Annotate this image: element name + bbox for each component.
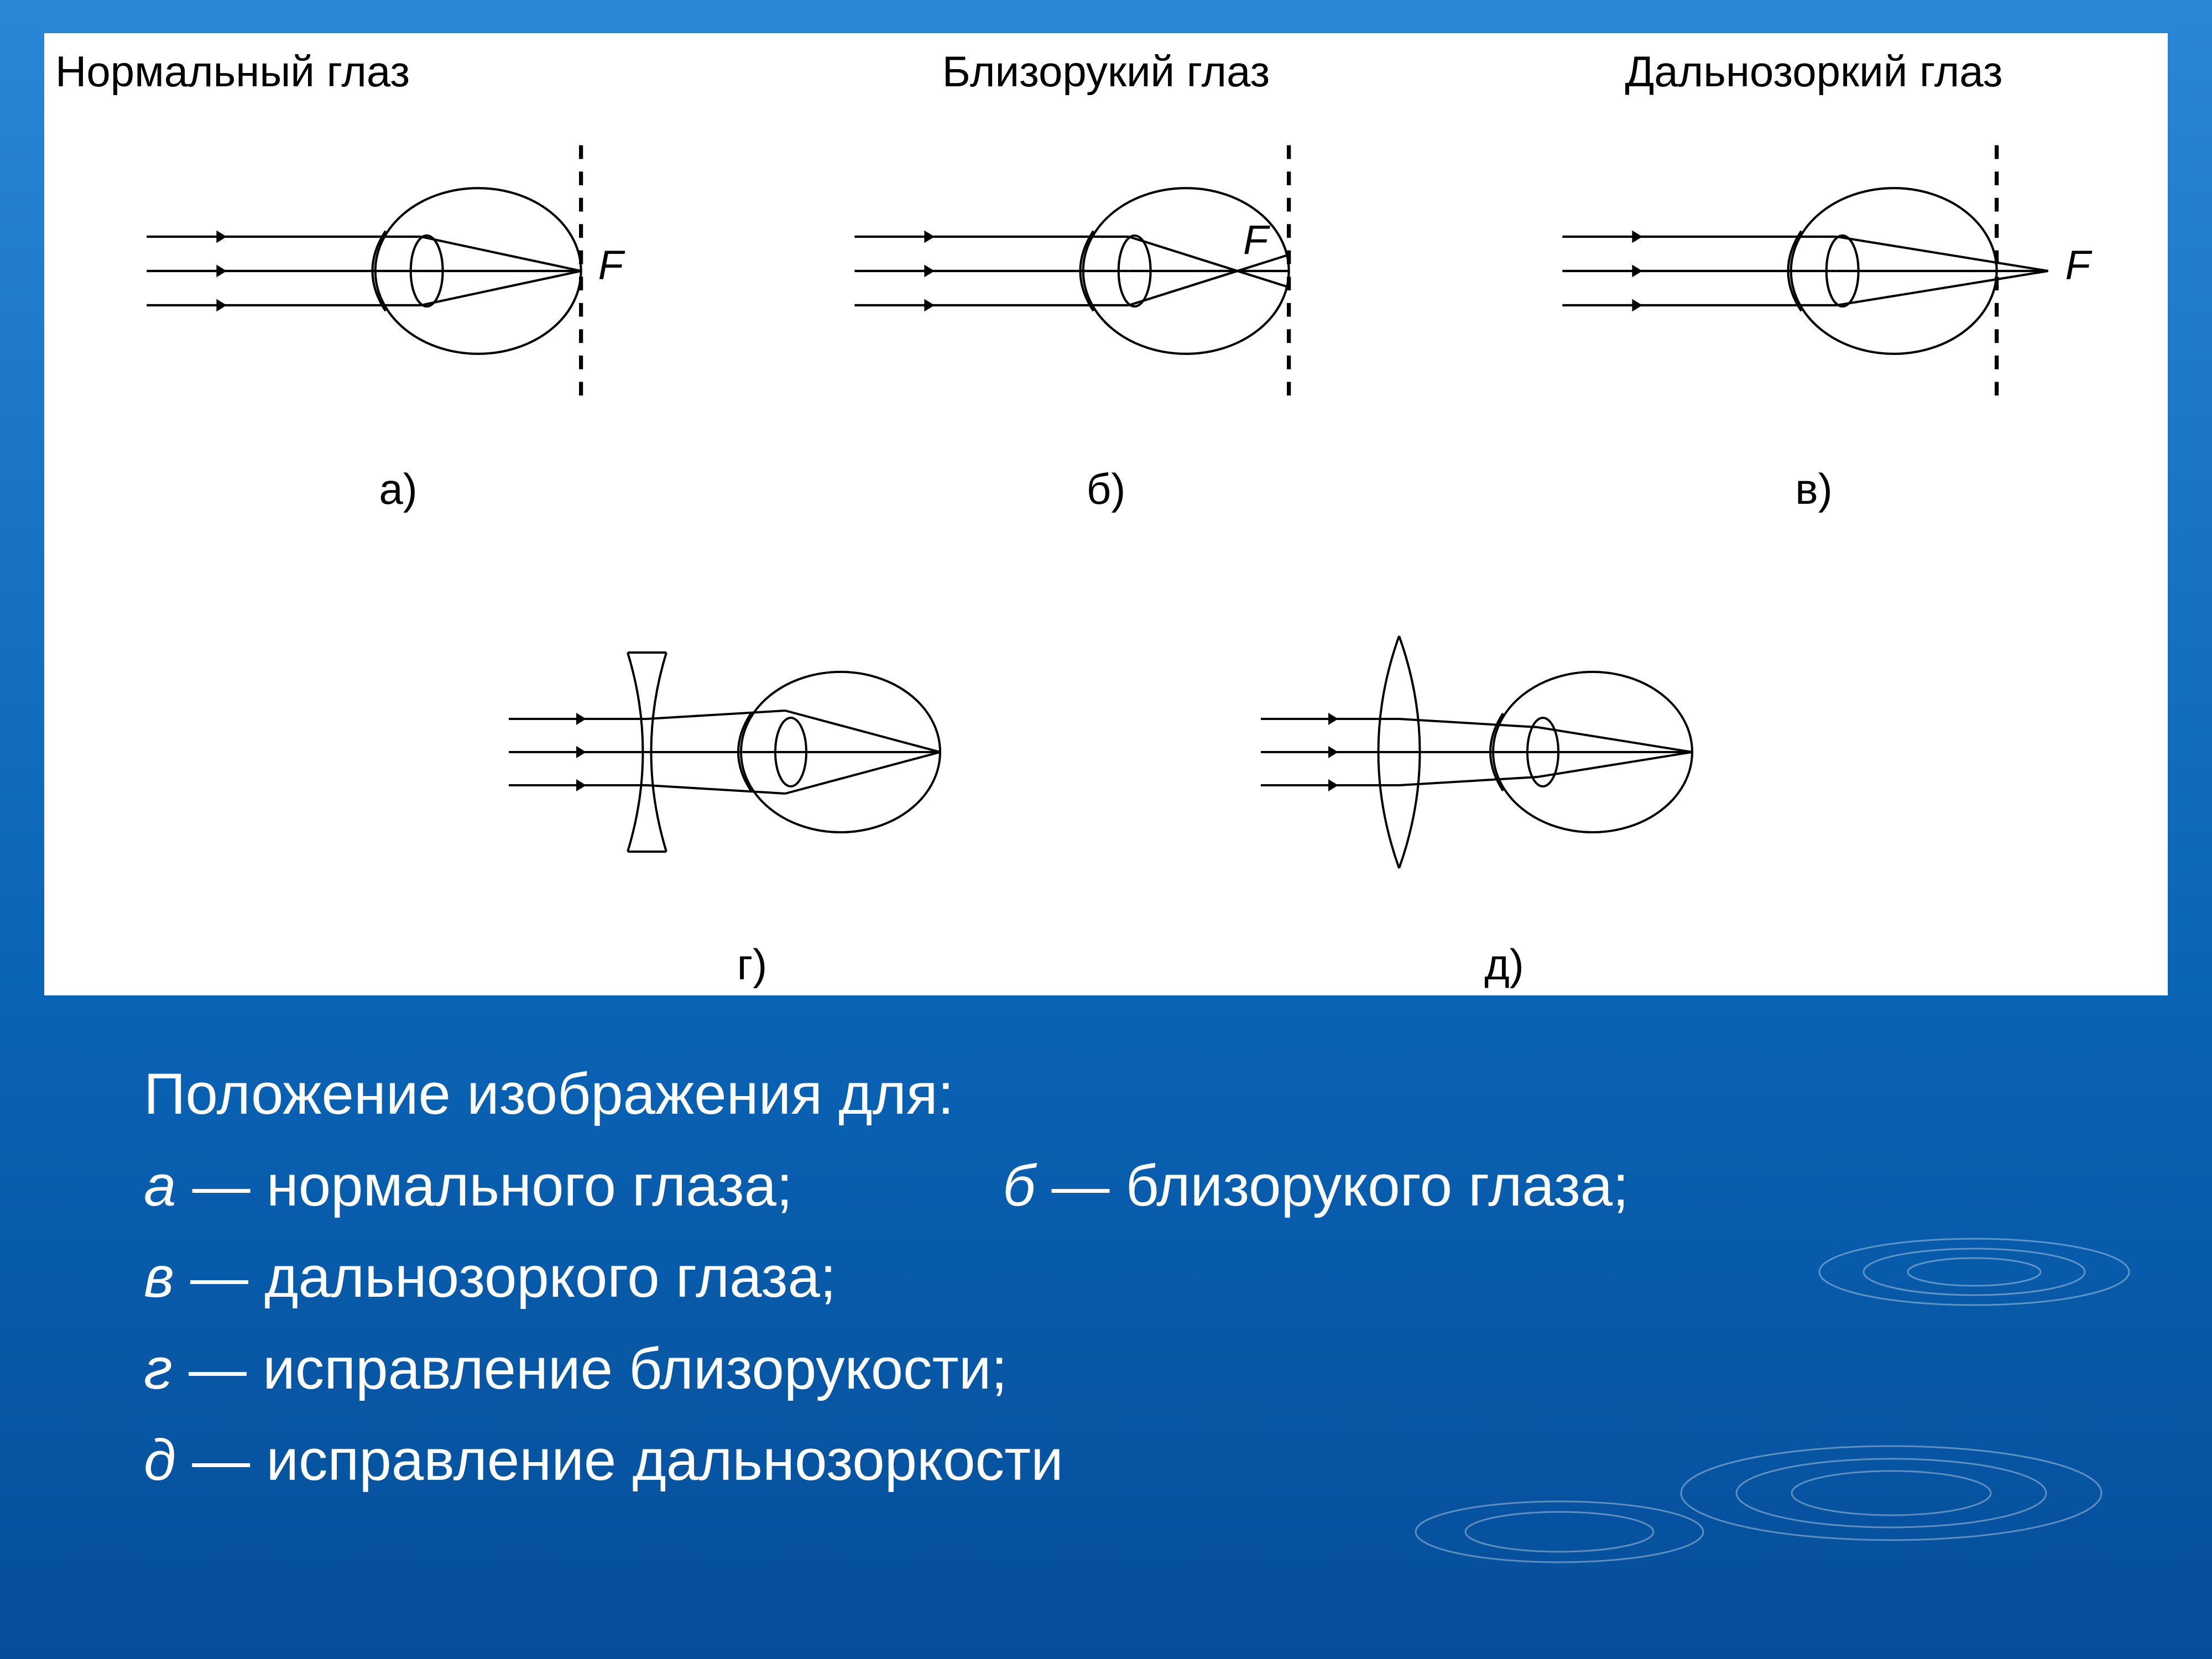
diagram-top-row: Нормальный глаз Fа) Близорукий глаз Fб) Даль… bbox=[44, 33, 2168, 520]
svg-text:F: F bbox=[2065, 242, 2093, 288]
panel-correct_myopia: г) bbox=[398, 520, 1106, 995]
eye-diagram-normal: F bbox=[44, 100, 752, 442]
panel-heading-normal: Нормальный глаз bbox=[55, 46, 410, 97]
panel-normal: Нормальный глаз Fа) bbox=[44, 33, 752, 520]
eye-diagram-correct_myopia bbox=[398, 586, 1106, 918]
panel-subcaption-hyperopic: в) bbox=[1795, 464, 1832, 514]
eye-diagram-myopic: F bbox=[752, 100, 1460, 442]
caption-b: б — близорукого глаза; bbox=[1003, 1142, 1629, 1230]
slide: Нормальный глаз Fа) Близорукий глаз Fб) Даль… bbox=[0, 0, 2212, 1659]
diagram-box: Нормальный глаз Fа) Близорукий глаз Fб) Даль… bbox=[44, 33, 2168, 995]
eye-diagram-hyperopic: F bbox=[1460, 100, 2168, 442]
panel-subcaption-normal: а) bbox=[379, 464, 417, 514]
caption-g: г — исправление близорукости; bbox=[144, 1326, 2135, 1413]
caption-block: Положение изображения для: а — нормально… bbox=[144, 1051, 2135, 1509]
panel-subcaption-correct_myopia: г) bbox=[737, 940, 767, 990]
panel-myopic: Близорукий глаз Fб) bbox=[752, 33, 1460, 520]
panel-subcaption-myopic: б) bbox=[1087, 464, 1126, 514]
svg-text:F: F bbox=[598, 242, 625, 288]
panel-correct_hyperopia: д) bbox=[1150, 520, 1858, 995]
panel-subcaption-correct_hyperopia: д) bbox=[1484, 940, 1524, 990]
panel-hyperopic: Дальнозоркий глаз Fв) bbox=[1460, 33, 2168, 520]
panel-heading-myopic: Близорукий глаз bbox=[942, 46, 1270, 97]
diagram-bottom-row: г) д) bbox=[44, 520, 2168, 995]
caption-v: в — дальнозоркого глаза; bbox=[144, 1234, 2135, 1321]
caption-intro: Положение изображения для: bbox=[144, 1051, 2135, 1138]
svg-text:F: F bbox=[1243, 217, 1270, 263]
caption-d: д — исправление дальнозоркости bbox=[144, 1417, 2135, 1504]
eye-diagram-correct_hyperopia bbox=[1150, 586, 1858, 918]
caption-a: а — нормального глаза; bbox=[144, 1142, 792, 1230]
panel-heading-hyperopic: Дальнозоркий глаз bbox=[1625, 46, 2002, 97]
